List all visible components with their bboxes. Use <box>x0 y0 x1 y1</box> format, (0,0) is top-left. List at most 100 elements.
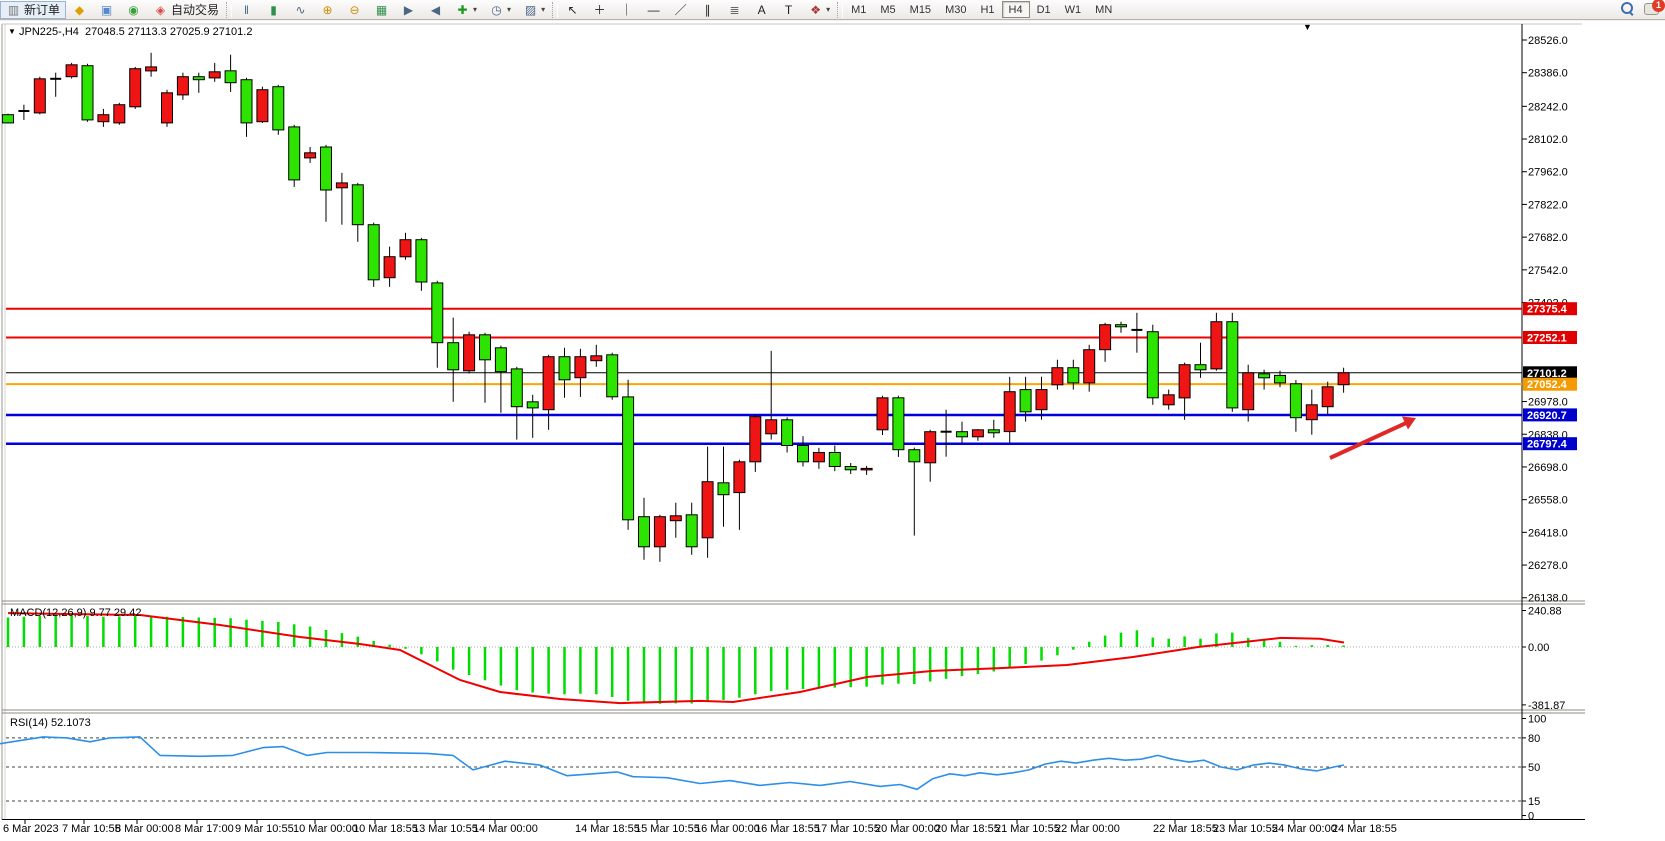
cursor-button[interactable]: ↖ <box>559 1 586 19</box>
svg-text:27682.0: 27682.0 <box>1528 232 1568 244</box>
tab-timeframe-H4[interactable]: H4 <box>1001 1 1030 18</box>
rsi-indicator-label: RSI(14) 52.1073 <box>10 717 91 729</box>
market-watch-button[interactable]: ◆ <box>66 1 93 19</box>
svg-text:27542.0: 27542.0 <box>1528 265 1568 277</box>
chat-icon[interactable]: 1 <box>1644 0 1665 15</box>
candlestick-chart-icon: ▮ <box>270 2 277 17</box>
chart-window[interactable]: 28526.0 28386.0 28242.0 28102.0 27962.0 27822… <box>0 21 1665 841</box>
toolbar-separator <box>837 1 844 18</box>
vertical-line-icon: ｜ <box>620 2 633 17</box>
toolbar-separator <box>226 1 233 18</box>
svg-text:27375.4: 27375.4 <box>1527 304 1568 316</box>
new-order-label: 新订单 <box>24 3 61 17</box>
navigator-icon: ◉ <box>128 2 139 17</box>
toolbar-separator <box>552 1 559 18</box>
trendline-icon: ／ <box>674 2 687 17</box>
chart-shift-icon: ◀ <box>430 2 441 17</box>
tab-timeframe-M15[interactable]: M15 <box>909 4 932 16</box>
zoom-in-button[interactable]: ⊕ <box>314 1 341 19</box>
tab-timeframe-M5[interactable]: M5 <box>880 4 896 16</box>
svg-text:9 Mar 10:55: 9 Mar 10:55 <box>235 823 294 835</box>
auto-trading-label: 自动交易 <box>171 3 220 17</box>
svg-text:240.88: 240.88 <box>1528 606 1562 618</box>
chart-title-ohlc: 27048.5 27113.3 27025.9 27101.2 <box>85 26 253 38</box>
tab-timeframe-MN[interactable]: MN <box>1095 4 1113 16</box>
search-icon[interactable] <box>1621 2 1634 15</box>
svg-text:10 Mar 18:55: 10 Mar 18:55 <box>353 823 418 835</box>
channel-icon: ∥ <box>704 2 711 17</box>
chart-shift-button[interactable]: ◀ <box>422 1 449 19</box>
price-chart-canvas[interactable]: 28526.0 28386.0 28242.0 28102.0 27962.0 27822… <box>0 21 1665 841</box>
templates-icon: ▨ <box>524 2 537 17</box>
svg-text:0.00: 0.00 <box>1528 642 1549 654</box>
chart-title-dropdown-icon[interactable]: ▼ <box>8 27 16 36</box>
zoom-in-icon: ⊕ <box>322 2 333 17</box>
svg-text:26698.0: 26698.0 <box>1528 462 1568 474</box>
macd-panel: 240.88 0.00 -381.87 <box>6 606 1565 712</box>
svg-text:8 Mar 00:00: 8 Mar 00:00 <box>115 823 174 835</box>
zoom-out-button[interactable]: ⊖ <box>341 1 368 19</box>
auto-trading-button[interactable]: ◈ 自动交易 <box>147 1 225 19</box>
svg-text:50: 50 <box>1528 762 1540 774</box>
candlestick-series <box>2 52 1350 562</box>
tab-timeframe-W1[interactable]: W1 <box>1064 4 1082 16</box>
svg-text:15 Mar 10:55: 15 Mar 10:55 <box>635 823 700 835</box>
chevron-down-icon: ▾ <box>507 5 512 14</box>
chevron-down-icon: ▾ <box>473 5 478 14</box>
horizontal-line-button[interactable]: — <box>640 1 667 19</box>
notification-badge: 1 <box>1652 0 1665 12</box>
indicators-icon: ✚ <box>457 2 468 17</box>
chart-shift-marker-icon[interactable]: ▼ <box>1303 22 1312 32</box>
svg-text:26920.7: 26920.7 <box>1527 410 1567 422</box>
channel-button[interactable]: ∥ <box>694 1 721 19</box>
svg-text:26558.0: 26558.0 <box>1528 495 1568 507</box>
navigator-button[interactable]: ◉ <box>120 1 147 19</box>
line-chart-button[interactable]: ∿ <box>287 1 314 19</box>
tab-timeframe-M30[interactable]: M30 <box>945 4 967 16</box>
time-axis: 6 Mar 2023 7 Mar 10:558 Mar 00:00 8 Mar 17… <box>3 820 1397 835</box>
periods-icon: ◷ <box>491 2 502 17</box>
svg-text:23 Mar 10:55: 23 Mar 10:55 <box>1213 823 1278 835</box>
svg-text:26418.0: 26418.0 <box>1528 527 1568 539</box>
tile-windows-button[interactable]: ▦ <box>368 1 395 19</box>
indicators-button[interactable]: ✚ ▾ <box>449 1 483 19</box>
shapes-button[interactable]: ❖ ▾ <box>802 1 836 19</box>
chevron-down-icon: ▾ <box>826 5 831 14</box>
fibonacci-button[interactable]: ≣ <box>721 1 748 19</box>
svg-text:26797.4: 26797.4 <box>1527 439 1568 451</box>
new-order-button[interactable]: ▥ 新订单 <box>0 0 67 19</box>
macd-indicator-label: MACD(12,26,9) 9.77 29.42 <box>10 607 142 619</box>
market-watch-icon: ◆ <box>74 2 85 17</box>
svg-text:27962.0: 27962.0 <box>1528 167 1568 179</box>
templates-button[interactable]: ▨ ▾ <box>517 1 551 19</box>
text-button[interactable]: A <box>748 1 775 19</box>
vertical-line-button[interactable]: ｜ <box>613 1 640 19</box>
text-icon: A <box>757 2 766 17</box>
trend-arrow-annotation[interactable] <box>1329 416 1416 460</box>
crosshair-icon: ＋ <box>593 2 606 17</box>
tab-timeframe-D1[interactable]: D1 <box>1036 4 1051 16</box>
data-window-icon: ▣ <box>100 2 113 17</box>
text-label-button[interactable]: T <box>775 1 802 19</box>
data-window-button[interactable]: ▣ <box>93 1 120 19</box>
trendline-button[interactable]: ／ <box>667 1 694 19</box>
svg-text:26138.0: 26138.0 <box>1528 593 1568 605</box>
bars-chart-button[interactable]: ‖ <box>233 1 260 19</box>
svg-text:17 Mar 10:55: 17 Mar 10:55 <box>815 823 880 835</box>
candlestick-chart-button[interactable]: ▮ <box>260 1 287 19</box>
auto-scroll-button[interactable]: ▶ <box>395 1 422 19</box>
timeframe-group: M1 M5 M15 M30 H1 H4 D1 W1 MN <box>844 1 1119 18</box>
line-chart-icon: ∿ <box>295 2 306 17</box>
chevron-down-icon: ▾ <box>541 5 546 14</box>
rsi-panel: 100 80 50 15 0 <box>0 714 1546 823</box>
svg-text:26978.0: 26978.0 <box>1528 397 1568 409</box>
tab-timeframe-H1[interactable]: H1 <box>980 4 995 16</box>
svg-text:13 Mar 10:55: 13 Mar 10:55 <box>413 823 478 835</box>
horizontal-level-lines[interactable] <box>6 307 1522 445</box>
tab-timeframe-M1[interactable]: M1 <box>851 4 867 16</box>
svg-text:20 Mar 18:55: 20 Mar 18:55 <box>935 823 1000 835</box>
periods-button[interactable]: ◷ ▾ <box>483 1 517 19</box>
crosshair-button[interactable]: ＋ <box>586 1 613 19</box>
svg-text:0: 0 <box>1528 811 1534 823</box>
